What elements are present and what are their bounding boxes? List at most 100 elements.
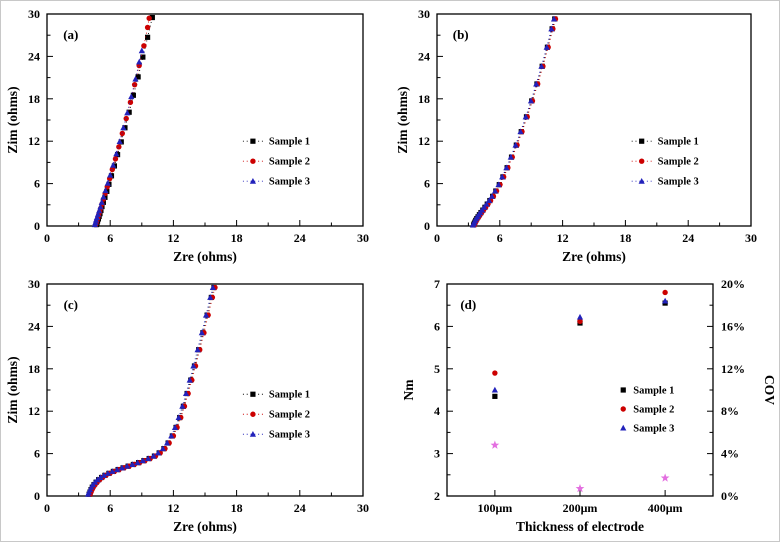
triangle-marker (488, 193, 496, 199)
y-right-tick-label: 8% (721, 404, 739, 418)
y-tick-label: 12 (28, 404, 40, 418)
y-tick-label: 6 (34, 447, 40, 461)
triangle-marker (662, 297, 669, 304)
series-sample-2 (87, 284, 218, 497)
triangle-marker (93, 214, 101, 221)
triangle-marker (175, 414, 182, 421)
series-sample-3 (491, 297, 669, 393)
x-tick-label: 0 (434, 231, 440, 245)
circle-marker (127, 99, 134, 106)
star-marker (575, 483, 585, 493)
triangle-marker (123, 462, 131, 469)
triangle-marker (179, 403, 186, 409)
triangle-marker (145, 455, 152, 462)
x-axis-label: Zre (ohms) (562, 249, 626, 264)
panel-a: 0 6 12 18 24 30 0 6 12 18 24 30 Zre (ohms) Zim (ohms)… (5, 7, 369, 264)
axes: 0 6 12 18 24 30 0 6 12 18 24 30 (418, 7, 757, 245)
y-tick-label: 6 (424, 177, 430, 191)
triangle-marker (150, 452, 157, 459)
axes: 0 6 12 18 24 30 0 6 12 18 24 30 (28, 7, 369, 245)
y-right-axis-label: COV (762, 375, 777, 405)
circle-marker (577, 318, 583, 325)
series-line (89, 287, 216, 495)
triangle-marker (533, 80, 540, 87)
series-line (472, 18, 555, 226)
legend: Sample 1 Sample 2 Sample 3 (620, 386, 674, 435)
square-marker (149, 14, 155, 21)
square-marker (135, 74, 141, 80)
panel-c: 0 6 12 18 24 30 0 6 12 18 24 30 Zre (ohms) Zim (ohms)… (5, 277, 369, 534)
panel-b: 0 6 12 18 24 30 0 6 12 18 24 30 Zre (ohms) Zim (ohms)… (395, 7, 757, 264)
y-tick-label: 30 (418, 7, 430, 21)
circle-marker (492, 370, 498, 376)
panel-label: (b) (453, 27, 469, 42)
circle-marker (116, 144, 122, 150)
triangle-marker (182, 390, 190, 397)
legend-label: Sample 2 (633, 405, 674, 416)
triangle-marker (527, 97, 535, 104)
plot-border (436, 13, 752, 227)
legend: Sample 1 Sample 2 Sample 3 (242, 390, 310, 441)
triangle-marker (107, 171, 114, 178)
chart-panel-b: 0 6 12 18 24 30 0 6 12 18 24 30 Zre (ohms) Zim (ohms)… (395, 7, 757, 264)
x-tick-label: 6 (107, 501, 113, 515)
square-marker (144, 34, 151, 40)
triangle-marker (207, 294, 214, 300)
y-axis-label: Zim (ohms) (5, 356, 20, 423)
series-sample-3 (469, 15, 558, 228)
circle-marker (131, 81, 138, 88)
x-axis-label: Zre (ohms) (173, 519, 237, 534)
triangle-marker (120, 124, 127, 131)
chart-panel-c: 0 6 12 18 24 30 0 6 12 18 24 30 Zre (ohms) Zim (ohms)… (5, 277, 369, 534)
legend-marker (638, 158, 645, 164)
x-tick-label: 400μm (648, 501, 683, 515)
triangle-marker (550, 15, 558, 22)
y-tick-label: 0 (424, 219, 430, 233)
square-marker (140, 54, 146, 60)
series-sample-1 (86, 284, 217, 497)
triangle-marker (109, 468, 116, 474)
x-tick-label: 100μm (477, 501, 512, 515)
axes: 0 6 12 18 24 30 0 6 12 18 24 30 (28, 277, 369, 515)
legend: Sample 1 Sample 2 Sample 3 (631, 137, 699, 188)
series-line (88, 287, 215, 495)
circle-marker (144, 24, 151, 31)
triangle-marker (495, 181, 502, 188)
triangle-marker (113, 150, 120, 157)
panel-label: (d) (460, 297, 476, 312)
y-left-tick-label: 2 (434, 489, 440, 503)
circle-marker (141, 43, 147, 49)
y-axis-label: Zim (ohms) (395, 86, 410, 153)
y-tick-label: 12 (418, 134, 430, 148)
y-tick-label: 12 (28, 134, 40, 148)
triangle-marker (159, 445, 166, 452)
legend: Sample 1 Sample 2 Sample 3 (242, 137, 310, 188)
y-right-tick-label: 4% (721, 447, 739, 461)
y-tick-label: 18 (418, 92, 430, 106)
triangle-marker (94, 476, 101, 483)
triangle-marker (100, 193, 107, 200)
y-tick-label: 0 (34, 219, 40, 233)
plot-border (46, 13, 364, 227)
x-tick-label: 18 (231, 501, 243, 515)
x-tick-label: 12 (167, 501, 179, 515)
legend-marker (249, 431, 257, 437)
y-left-tick-label: 6 (434, 319, 440, 333)
triangle-marker (136, 58, 143, 65)
legend-marker (620, 406, 626, 412)
triangle-marker (104, 180, 111, 186)
legend-label: Sample 1 (269, 390, 310, 401)
x-tick-label: 6 (497, 231, 503, 245)
x-tick-label: 30 (357, 501, 369, 515)
circle-marker (146, 15, 152, 21)
triangle-marker (198, 329, 205, 336)
x-tick-label: 18 (231, 231, 243, 245)
legend-label: Sample 1 (658, 137, 699, 148)
legend-marker (620, 387, 626, 393)
triangle-marker (134, 459, 141, 466)
triangle-marker (97, 474, 104, 480)
x-tick-label: 30 (357, 231, 369, 245)
legend-label: Sample 3 (658, 177, 699, 188)
y-right-tick-label: 12% (721, 362, 745, 376)
triangle-marker (186, 376, 193, 383)
